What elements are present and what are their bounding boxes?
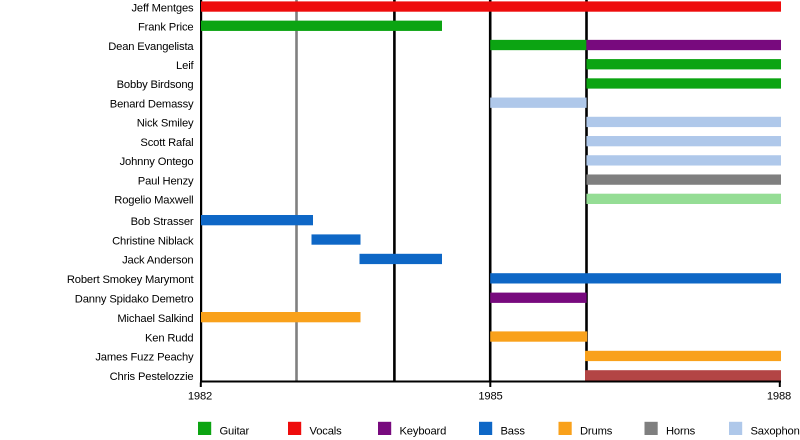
svg-text:James Fuzz Peachy: James Fuzz Peachy <box>95 352 194 364</box>
svg-text:Guitar: Guitar <box>220 425 250 437</box>
svg-text:Horns: Horns <box>666 425 696 437</box>
svg-text:Jeff Mentges: Jeff Mentges <box>131 2 194 14</box>
svg-text:Nick Smiley: Nick Smiley <box>137 118 194 130</box>
svg-text:1988: 1988 <box>767 391 791 403</box>
svg-text:Chris Pestelozzie: Chris Pestelozzie <box>110 371 194 383</box>
svg-text:Ken Rudd: Ken Rudd <box>145 332 194 344</box>
svg-text:Paul Henzy: Paul Henzy <box>138 175 194 187</box>
svg-text:Keyboard: Keyboard <box>400 425 447 437</box>
svg-text:Bobby Birdsong: Bobby Birdsong <box>117 79 194 91</box>
svg-text:Vocals: Vocals <box>310 425 343 437</box>
svg-text:Scott Rafal: Scott Rafal <box>140 137 193 149</box>
svg-text:Frank Price: Frank Price <box>138 22 194 34</box>
svg-text:Rogelio Maxwell: Rogelio Maxwell <box>114 195 193 207</box>
svg-text:Jack Anderson: Jack Anderson <box>122 255 193 267</box>
svg-text:Leif: Leif <box>176 60 194 72</box>
svg-text:Danny Spidako Demetro: Danny Spidako Demetro <box>75 294 194 306</box>
svg-text:1985: 1985 <box>478 391 502 403</box>
svg-text:Johnny Ontego: Johnny Ontego <box>120 156 194 168</box>
svg-text:Saxophone: Saxophone <box>751 425 800 437</box>
svg-text:Christine Niblack: Christine Niblack <box>112 235 194 247</box>
svg-text:Benard Demassy: Benard Demassy <box>110 99 194 111</box>
svg-text:Bob Strasser: Bob Strasser <box>131 216 194 228</box>
svg-text:1982: 1982 <box>188 391 212 403</box>
svg-text:Dean Evangelista: Dean Evangelista <box>108 41 194 53</box>
svg-text:Michael Salkind: Michael Salkind <box>117 313 193 325</box>
svg-text:Drums: Drums <box>580 425 613 437</box>
svg-text:Bass: Bass <box>501 425 526 437</box>
svg-text:Robert Smokey Marymont: Robert Smokey Marymont <box>67 274 195 286</box>
